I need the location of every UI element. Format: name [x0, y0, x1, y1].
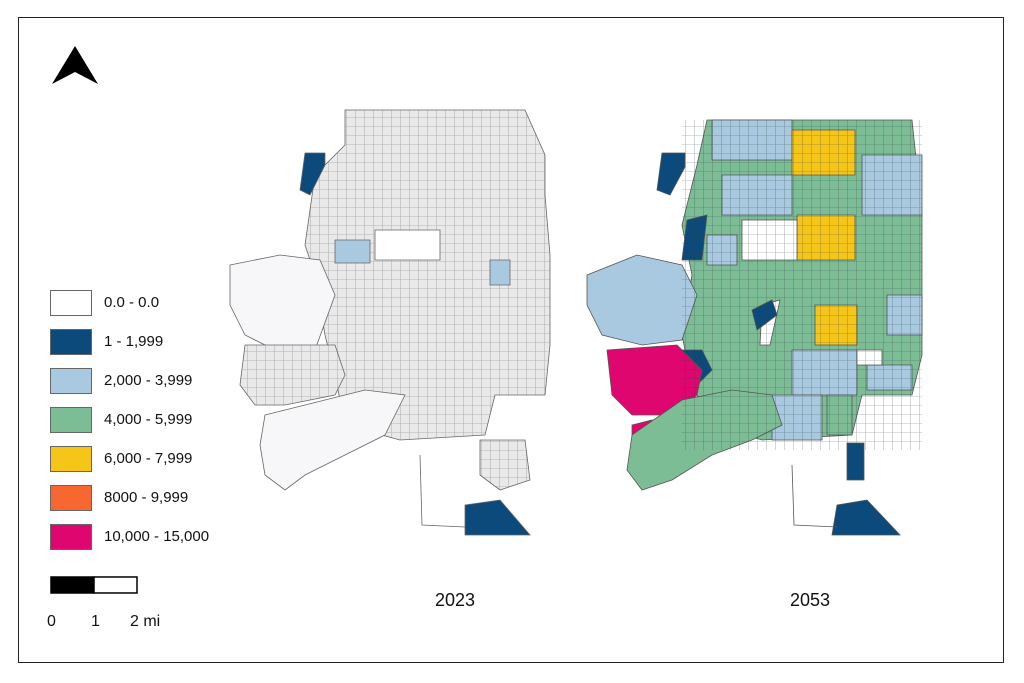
legend-label: 2,000 - 3,999: [104, 372, 193, 389]
map-2023: [229, 109, 551, 536]
legend-item: 0.0 - 0.0: [50, 283, 209, 322]
legend-item: 1 - 1,999: [50, 322, 209, 361]
scale-label-2: 2 mi: [130, 613, 161, 630]
legend-swatch: [50, 406, 92, 433]
map-2053: [586, 119, 923, 536]
legend-item: 4,000 - 5,999: [50, 400, 209, 439]
legend-swatch: [50, 484, 92, 511]
legend-swatch: [50, 328, 92, 355]
map-frame: [18, 17, 1004, 663]
legend-label: 8000 - 9,999: [104, 489, 189, 506]
legend-label: 6,000 - 7,999: [104, 450, 193, 467]
scale-bar: [50, 576, 138, 594]
legend-label: 0.0 - 0.0: [104, 294, 160, 311]
north-arrow-icon: [52, 46, 98, 84]
legend-swatch: [50, 289, 92, 316]
legend-swatch: [50, 367, 92, 394]
legend-label: 4,000 - 5,999: [104, 411, 193, 428]
legend-label: 1 - 1,999: [104, 333, 164, 350]
legend-item: 6,000 - 7,999: [50, 439, 209, 478]
legend-item: 2,000 - 3,999: [50, 361, 209, 400]
legend-item: 10,000 - 15,000: [50, 517, 209, 556]
map-year-2023: 2023: [435, 590, 476, 610]
scale-label-0: 0: [47, 613, 56, 630]
legend-swatch: [50, 445, 92, 472]
legend-swatch: [50, 523, 92, 550]
legend-label: 10,000 - 15,000: [104, 528, 210, 545]
scale-label-1: 1: [91, 613, 100, 630]
legend-item: 8000 - 9,999: [50, 478, 209, 517]
map-year-2053: 2053: [790, 590, 831, 610]
legend: 0.0 - 0.0 1 - 1,999 2,000 - 3,999 4,000 …: [50, 283, 209, 556]
